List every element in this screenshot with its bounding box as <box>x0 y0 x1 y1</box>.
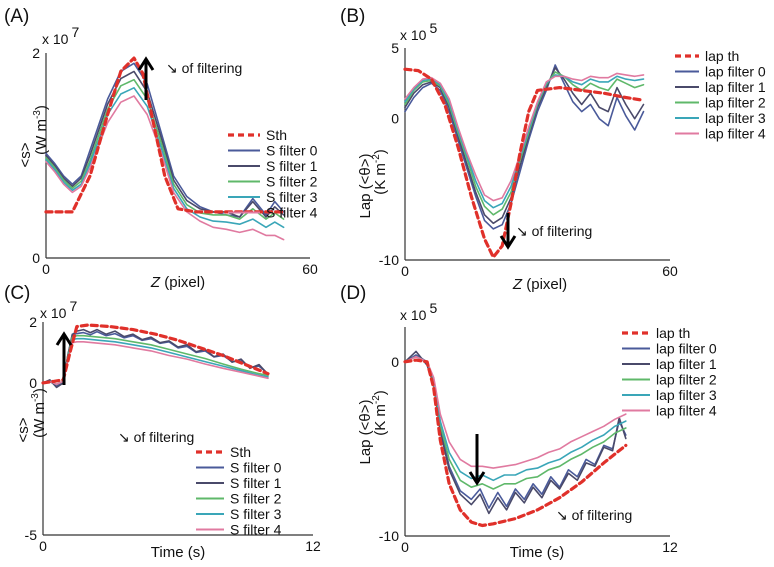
series-line-s-filter-1 <box>45 70 285 218</box>
x-axis-title: Z (pixel) <box>150 274 205 291</box>
series-line-lap-filter-1 <box>404 350 627 515</box>
filtering-annotation: ↘ of filtering <box>556 507 632 523</box>
filtering-annotation: ↘ of filtering <box>118 429 194 445</box>
y-tick-label: -5 <box>25 527 38 543</box>
legend-label: lap filter 4 <box>705 126 766 142</box>
legend-label: Sth <box>230 444 251 460</box>
y-axis-title: <s> <box>15 417 32 442</box>
y-tick-label: -10 <box>379 252 399 268</box>
legend-label: S filter 0 <box>230 460 282 476</box>
legend-label: lap filter 1 <box>656 356 717 372</box>
legend-label: lap filter 0 <box>705 64 766 80</box>
legend-label: S filter 3 <box>230 506 282 522</box>
legend-label: S filter 3 <box>266 189 318 205</box>
legend-label: lap filter 4 <box>656 403 717 419</box>
axis-scale-label: x 10 5 <box>400 20 437 43</box>
trend-arrow-head-icon <box>468 471 486 486</box>
y-tick-label: 2 <box>29 314 37 330</box>
filtering-annotation: ↘ of filtering <box>166 60 242 76</box>
x-tick-label: 12 <box>305 538 321 554</box>
series-line-lap-filter-4 <box>404 72 645 202</box>
series-line-s-filter-2 <box>42 334 269 386</box>
x-axis-title: Time (s) <box>151 544 205 561</box>
y-axis-unit: (W m-3) <box>32 105 50 155</box>
x-tick-label: 0 <box>39 538 47 554</box>
y-tick-label: 2 <box>32 45 40 61</box>
series-line-lap-th <box>403 358 628 528</box>
y-axis-title: <s> <box>17 142 34 167</box>
y-tick-label: 0 <box>391 354 399 370</box>
y-tick-label: 0 <box>29 375 37 391</box>
legend-label: lap th <box>656 325 690 341</box>
legend-label: S filter 4 <box>266 205 318 221</box>
x-tick-label: 60 <box>302 261 318 277</box>
legend-label: lap filter 3 <box>705 110 766 126</box>
y-tick-label: 5 <box>391 40 399 56</box>
legend-label: lap filter 0 <box>656 341 717 357</box>
y-axis-title: Lap (<θ>) <box>357 399 374 464</box>
trend-arrow-head-icon <box>499 235 517 250</box>
series-line-lap-filter-4 <box>404 355 627 469</box>
legend-label: lap filter 2 <box>656 372 717 388</box>
axis-scale-label: x 10 5 <box>400 300 437 323</box>
trend-arrow-head-icon <box>137 56 155 71</box>
x-tick-label: 0 <box>401 539 409 555</box>
legend-label: S filter 1 <box>230 475 282 491</box>
panel-label: (C) <box>4 283 30 304</box>
legend-label: S filter 0 <box>266 143 318 159</box>
legend-label: lap th <box>705 48 739 64</box>
panel-label: (A) <box>4 6 29 27</box>
series-line-s-filter-4 <box>42 341 269 386</box>
legend-label: S filter 2 <box>230 491 282 507</box>
trend-arrow-head-icon <box>55 331 73 346</box>
series-line-s-filter-0 <box>45 62 285 218</box>
panel-label: (D) <box>340 283 366 304</box>
filtering-annotation: ↘ of filtering <box>516 223 592 239</box>
y-tick-label: 0 <box>391 111 399 127</box>
x-axis-title: Time (s) <box>510 544 564 561</box>
axis-scale-label: x 10 7 <box>42 24 79 47</box>
series-line-sth <box>44 56 286 214</box>
y-axis-unit: (K m-2) <box>371 149 389 195</box>
legend-label: S filter 4 <box>230 522 282 538</box>
x-tick-label: 0 <box>42 261 50 277</box>
legend-label: lap filter 1 <box>705 79 766 95</box>
legend-label: S filter 2 <box>266 174 318 190</box>
x-tick-label: 12 <box>662 539 678 555</box>
series-line-s-filter-4 <box>45 95 285 241</box>
series-line-lap-filter-2 <box>404 71 645 216</box>
y-tick-label: -10 <box>379 528 399 544</box>
panel-label: (B) <box>340 6 365 27</box>
axis-scale-label: x 10 7 <box>40 298 77 321</box>
y-axis-unit: (K m-2) <box>371 390 389 436</box>
x-axis-title: Z (pixel) <box>512 276 567 293</box>
series-line-lap-filter-1 <box>404 67 645 225</box>
legend-label: lap filter 3 <box>656 387 717 403</box>
y-axis-unit: (W m-3) <box>30 388 48 438</box>
series-line-lap-filter-3 <box>404 74 645 209</box>
legend-label: Sth <box>266 127 287 143</box>
y-axis-title: Lap (<θ>) <box>357 153 374 218</box>
x-tick-label: 60 <box>662 263 678 279</box>
legend-label: S filter 1 <box>266 158 318 174</box>
legend-label: lap filter 2 <box>705 95 766 111</box>
x-tick-label: 0 <box>401 263 409 279</box>
y-tick-label: 0 <box>32 250 40 266</box>
